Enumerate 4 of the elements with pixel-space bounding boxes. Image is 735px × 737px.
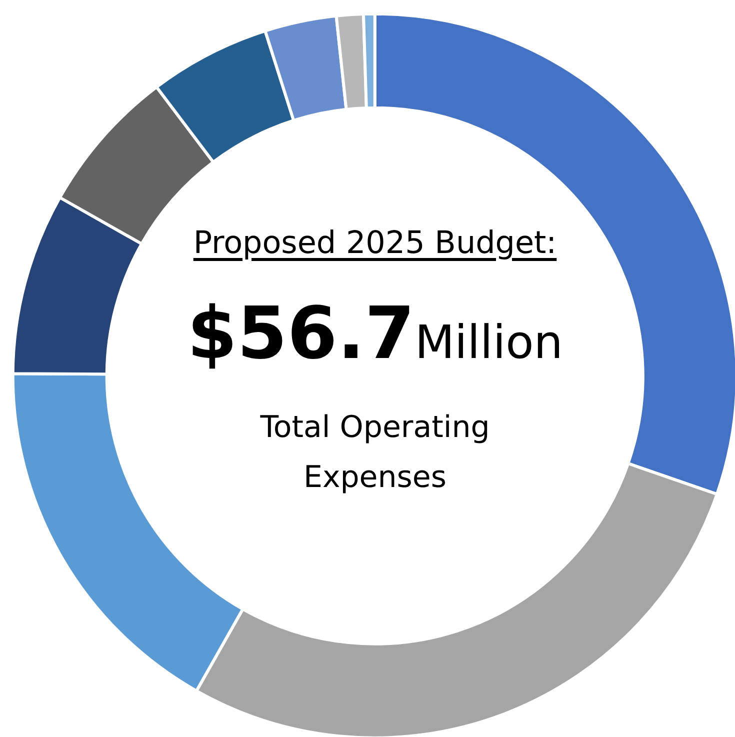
- text: $56.7: [187, 291, 415, 375]
- text: Million: [414, 315, 563, 369]
- text: Total Operating Expenses: [259, 409, 491, 497]
- text: Proposed 2025 Budget:: [193, 225, 557, 261]
